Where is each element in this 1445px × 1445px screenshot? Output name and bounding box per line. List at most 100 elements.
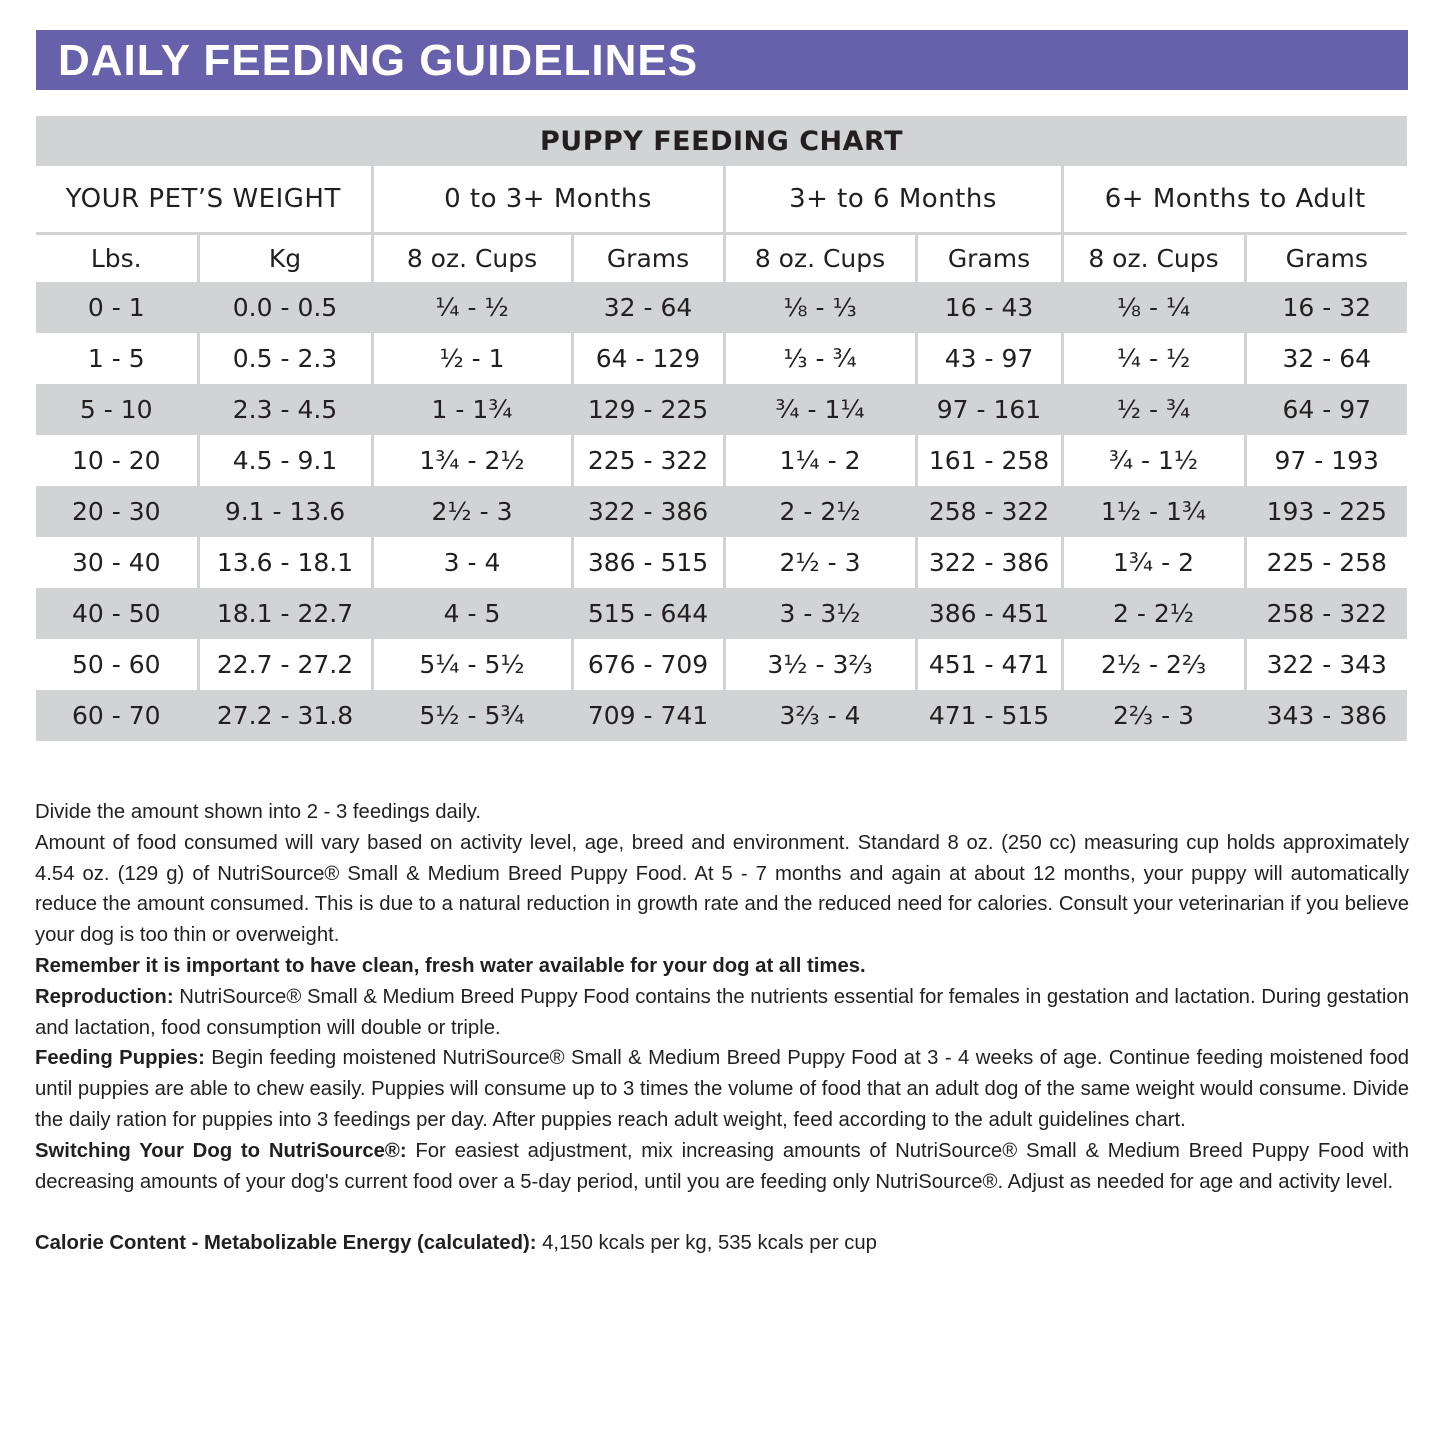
table-cell: ⅓ - ¾ [724, 333, 918, 384]
table-cell: 97 - 193 [1274, 446, 1379, 475]
table-cell: 515 - 644 [572, 588, 726, 639]
feeding-puppies-label: Feeding Puppies: [35, 1047, 205, 1070]
column-header: Lbs. [36, 233, 200, 282]
table-cell: ⅛ - ⅓ [724, 282, 918, 333]
table-cell: 50 - 60 [36, 639, 200, 690]
group-header-0-3-months: 0 to 3+ Months [372, 166, 726, 235]
table-cell: 32 - 64 [572, 282, 726, 333]
table-cell: 258 - 322 [1245, 588, 1407, 639]
table-cell: 2½ - 2⅔ [1062, 639, 1247, 690]
title-bar: DAILY FEEDING GUIDELINES [36, 30, 1408, 90]
table-cell: 193 - 225 [1245, 486, 1407, 537]
feeding-notes: Divide the amount shown into 2 - 3 feedi… [35, 797, 1409, 1259]
table-cell: 64 - 97 [1245, 384, 1407, 435]
table-cell: 1¾ - 2 [1062, 537, 1247, 588]
table-cell: 129 - 225 [572, 384, 726, 435]
table-cell: 3½ - 3⅔ [724, 639, 918, 690]
column-header: Grams [916, 233, 1064, 282]
table-cell: 0.0 - 0.5 [198, 282, 374, 333]
column-header: 8 oz. Cups [372, 233, 574, 282]
table-cell: 451 - 471 [916, 639, 1064, 690]
table-cell: 2 - 2½ [1062, 588, 1247, 639]
group-header-6-adult: 6+ Months to Adult [1062, 166, 1407, 235]
table-cell: 16 - 43 [916, 282, 1064, 333]
column-header: Grams [1285, 244, 1368, 273]
table-cell: 32 - 64 [1282, 344, 1372, 373]
table-cell: 322 - 386 [572, 486, 726, 537]
table-cell: ⅛ - ¼ [1062, 282, 1247, 333]
table-cell: 97 - 161 [916, 384, 1064, 435]
page-title: DAILY FEEDING GUIDELINES [58, 36, 699, 85]
table-cell: 5 - 10 [36, 384, 200, 435]
table-row: 0 - 1 0.0 - 0.5 ¼ - ½ 32 - 64 ⅛ - ⅓ 16 - 43 ⅛ … [36, 282, 1407, 333]
table-cell: 343 - 386 [1245, 690, 1407, 741]
table-row: 60 - 70 27.2 - 31.8 5½ - 5¾ 709 - 741 3⅔ - 4… [36, 690, 1407, 741]
table-cell: 18.1 - 22.7 [198, 588, 374, 639]
table-cell: ½ - ¾ [1062, 384, 1247, 435]
table-cell: 2 - 2½ [724, 486, 918, 537]
table-cell: 1 - 1¾ [372, 384, 574, 435]
table-cell: 30 - 40 [36, 537, 200, 588]
table-cell: 676 - 709 [572, 639, 726, 690]
table-cell: 0.5 - 2.3 [198, 333, 374, 384]
table-cell: 1¾ - 2½ [372, 435, 574, 486]
table-row: 40 - 50 18.1 - 22.7 4 - 5 515 - 644 3 - 3½ 38… [36, 588, 1407, 639]
table-cell: 1 - 5 [36, 333, 200, 384]
table-cell: 60 - 70 [36, 690, 200, 741]
group-header-3-6-months: 3+ to 6 Months [724, 166, 1064, 235]
switching-text: For easiest adjustment, mix increasing a… [35, 1139, 1409, 1193]
table-cell: 2.3 - 4.5 [198, 384, 374, 435]
table-cell: 2½ - 3 [724, 537, 918, 588]
table-cell: 386 - 451 [916, 588, 1064, 639]
table-cell: 386 - 515 [572, 537, 726, 588]
table-cell: ¼ - ½ [372, 282, 574, 333]
table-cell: 40 - 50 [36, 588, 200, 639]
calorie-text: 4,150 kcals per kg, 535 kcals per cup [536, 1232, 877, 1255]
column-header: 8 oz. Cups [1062, 233, 1247, 282]
table-cell: 10 - 20 [36, 435, 200, 486]
calorie-label: Calorie Content - Metabolizable Energy (… [35, 1232, 537, 1255]
note-divide: Divide the amount shown into 2 - 3 feedi… [35, 801, 482, 823]
table-row: 30 - 40 13.6 - 18.1 3 - 4 386 - 515 2½ - 3 32… [36, 537, 1407, 588]
table-cell: 322 - 343 [1266, 650, 1387, 679]
table-cell: 0 - 1 [36, 282, 200, 333]
table-row: 20 - 30 9.1 - 13.6 2½ - 3 322 - 386 2 - 2½ 25… [36, 486, 1407, 537]
group-header-weight: YOUR PET’S WEIGHT [36, 166, 374, 235]
table-cell: 27.2 - 31.8 [198, 690, 374, 741]
table-cell: 64 - 129 [572, 333, 726, 384]
puppy-feeding-chart: PUPPY FEEDING CHART YOUR PET’S WEIGHT 0 … [36, 116, 1407, 741]
table-cell: 225 - 258 [1266, 548, 1387, 577]
note-water: Remember it is important to have clean, … [35, 954, 866, 977]
table-cell: 4.5 - 9.1 [198, 435, 374, 486]
table-cell: ¾ - 1½ [1062, 435, 1247, 486]
table-cell: 16 - 32 [1245, 282, 1407, 333]
table-cell: 2½ - 3 [372, 486, 574, 537]
table-caption: PUPPY FEEDING CHART [36, 116, 1407, 166]
table-cell: 4 - 5 [372, 588, 574, 639]
table-cell: ¼ - ½ [1062, 333, 1247, 384]
table-cell: 5¼ - 5½ [372, 639, 574, 690]
table-cell: ½ - 1 [372, 333, 574, 384]
table-cell: 471 - 515 [916, 690, 1064, 741]
column-header: Kg [198, 233, 374, 282]
feeding-puppies-text: Begin feeding moistened NutriSource® Sma… [35, 1047, 1409, 1131]
table-cell: 22.7 - 27.2 [198, 639, 374, 690]
reproduction-label: Reproduction: [35, 985, 174, 1008]
table-cell: 225 - 322 [572, 435, 726, 486]
table-cell: 20 - 30 [36, 486, 200, 537]
table-cell: ¾ - 1¼ [724, 384, 918, 435]
column-header: Grams [572, 233, 726, 282]
note-calorie: Calorie Content - Metabolizable Energy (… [35, 1228, 1409, 1259]
note-amount: Amount of food consumed will vary based … [35, 831, 1409, 947]
table-row: 1 - 5 0.5 - 2.3 ½ - 1 64 - 129 ⅓ - ¾ 43 - 97 ¼… [36, 333, 1407, 384]
table-cell: 3 - 3½ [724, 588, 918, 639]
switching-label: Switching Your Dog to NutriSource®: [35, 1139, 407, 1162]
note-reproduction: Reproduction: NutriSource® Small & Mediu… [35, 982, 1409, 1044]
table-cell: 709 - 741 [572, 690, 726, 741]
table-cell: 2⅔ - 3 [1062, 690, 1247, 741]
table-cell: 13.6 - 18.1 [198, 537, 374, 588]
table-cell: 258 - 322 [916, 486, 1064, 537]
column-header: 8 oz. Cups [724, 233, 918, 282]
table-row: 10 - 20 4.5 - 9.1 1¾ - 2½ 225 - 322 1¼ - 2 16… [36, 435, 1407, 486]
table-cell: 1¼ - 2 [724, 435, 918, 486]
